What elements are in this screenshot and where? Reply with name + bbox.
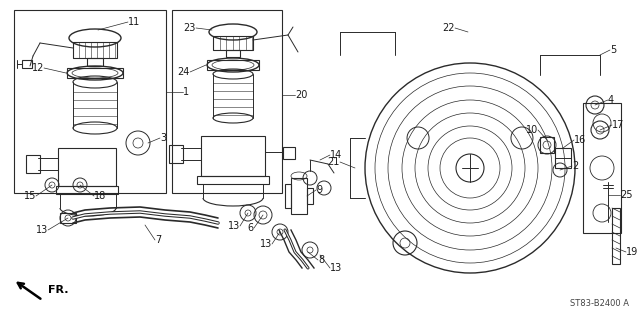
Bar — [285, 184, 291, 208]
Text: 23: 23 — [183, 23, 196, 33]
Text: 25: 25 — [620, 190, 633, 200]
Text: 13: 13 — [260, 239, 272, 249]
Text: 21: 21 — [327, 157, 340, 167]
Text: 4: 4 — [608, 95, 614, 105]
Text: 19: 19 — [626, 247, 637, 257]
Bar — [172, 10, 282, 193]
Bar — [26, 155, 40, 173]
Text: 22: 22 — [443, 23, 455, 33]
Text: 13: 13 — [330, 263, 342, 273]
Text: 9: 9 — [316, 185, 322, 195]
Bar — [213, 36, 253, 50]
Bar — [197, 176, 269, 184]
Text: 2: 2 — [572, 161, 578, 171]
Text: 16: 16 — [574, 135, 586, 145]
Text: 13: 13 — [36, 225, 48, 235]
Bar — [201, 136, 265, 176]
Bar — [555, 148, 571, 168]
Bar — [583, 103, 621, 233]
Text: 7: 7 — [155, 235, 161, 245]
Text: 12: 12 — [32, 63, 44, 73]
Text: 3: 3 — [160, 133, 166, 143]
Bar — [307, 188, 313, 204]
Bar — [60, 213, 76, 223]
Text: 11: 11 — [128, 17, 140, 27]
Text: 20: 20 — [295, 90, 308, 100]
Bar — [226, 50, 240, 57]
Text: ST83-B2400 A: ST83-B2400 A — [570, 299, 629, 308]
Text: 14: 14 — [330, 150, 342, 160]
Bar — [207, 60, 259, 70]
Bar — [73, 42, 117, 58]
Bar — [291, 178, 307, 214]
Text: 24: 24 — [178, 67, 190, 77]
Text: 5: 5 — [610, 45, 616, 55]
Text: 10: 10 — [526, 125, 538, 135]
Text: 15: 15 — [24, 191, 36, 201]
Bar — [14, 10, 166, 193]
Bar — [67, 68, 123, 78]
Bar — [612, 208, 620, 264]
Text: 13: 13 — [228, 221, 240, 231]
Bar — [58, 148, 116, 186]
Text: FR.: FR. — [48, 285, 69, 295]
Text: 6: 6 — [248, 223, 254, 233]
Text: 8: 8 — [318, 255, 324, 265]
Bar — [56, 186, 118, 194]
Bar — [22, 60, 32, 68]
Text: 17: 17 — [612, 120, 624, 130]
Bar — [540, 137, 554, 153]
Text: 1: 1 — [183, 87, 189, 97]
Bar — [283, 147, 295, 159]
Bar — [169, 145, 183, 163]
Text: 18: 18 — [94, 191, 106, 201]
Bar — [87, 58, 103, 66]
